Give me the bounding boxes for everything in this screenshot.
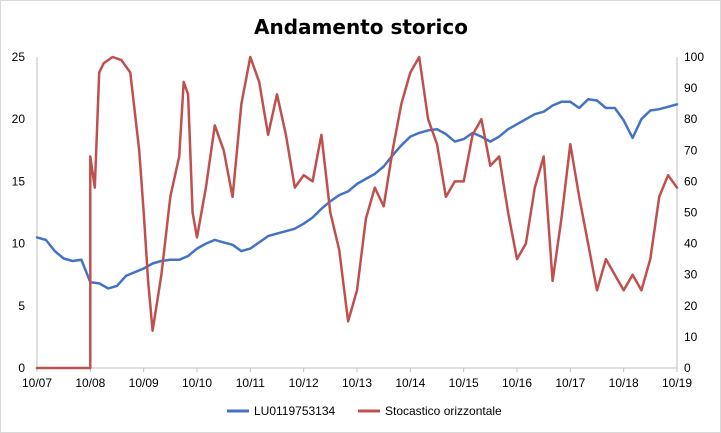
y-right-tick-label: 0 xyxy=(684,361,691,375)
x-tick-label: 10/12 xyxy=(289,376,319,390)
x-tick-label: 10/11 xyxy=(236,376,265,390)
y-left-tick-label: 5 xyxy=(18,299,25,313)
y-right-tick-label: 100 xyxy=(684,50,704,64)
y-left-tick-label: 10 xyxy=(12,237,26,251)
chart-title: Andamento storico xyxy=(254,15,468,39)
y-right-tick-label: 90 xyxy=(684,81,698,95)
y-right-tick-label: 20 xyxy=(684,299,698,313)
x-tick-label: 10/15 xyxy=(449,376,479,390)
y-right-tick-label: 50 xyxy=(684,206,698,220)
x-tick-label: 10/17 xyxy=(555,376,585,390)
y-right-tick-label: 70 xyxy=(684,143,698,157)
y-left-tick-label: 15 xyxy=(12,174,26,188)
x-tick-label: 10/08 xyxy=(75,376,105,390)
y-right-tick-label: 60 xyxy=(684,174,698,188)
x-tick-label: 10/09 xyxy=(129,376,159,390)
x-tick-label: 10/14 xyxy=(395,376,425,390)
x-tick-label: 10/07 xyxy=(22,376,52,390)
y-left-tick-label: 0 xyxy=(18,361,25,375)
series-line-stocastico-orizzontale xyxy=(35,55,679,370)
plot-area: 0 5 10 15 20 25 0 10 20 30 40 50 60 70 80 90 100 10/07 10/… xyxy=(12,50,705,390)
y-right-tick-label: 40 xyxy=(684,237,698,251)
y-left-tick-label: 25 xyxy=(12,50,26,64)
x-tick-label: 10/19 xyxy=(662,376,692,390)
y-right-tick-label: 80 xyxy=(684,112,698,126)
legend: LU0119753134 Stocastico orizzontale xyxy=(227,404,502,418)
x-tick-label: 10/16 xyxy=(502,376,532,390)
series-line-lu0119753134 xyxy=(35,98,679,290)
x-tick-label: 10/13 xyxy=(342,376,372,390)
y-right-tick-label: 30 xyxy=(684,268,698,282)
y-right-tick-label: 10 xyxy=(684,330,698,344)
legend-label-lu0119753134: LU0119753134 xyxy=(254,404,336,418)
legend-label-stocastico: Stocastico orizzontale xyxy=(385,404,502,418)
y-left-tick-label: 20 xyxy=(12,112,26,126)
x-tick-label: 10/10 xyxy=(182,376,212,390)
x-tick-label: 10/18 xyxy=(609,376,639,390)
